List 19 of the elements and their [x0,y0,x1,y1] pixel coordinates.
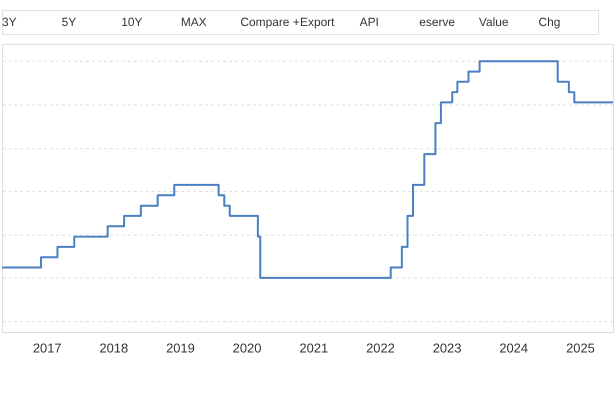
x-tick-label: 2024 [499,340,528,356]
x-tick-label: 2025 [566,340,595,356]
text: Value [478,14,509,29]
text: eserve [419,14,456,29]
text: 10Y [121,14,142,29]
x-tick-label: 2021 [299,340,328,356]
text: MAX [180,14,207,29]
x-tick-label: 2017 [32,340,62,356]
x-tick-label: 2019 [166,340,195,356]
x-tick-label: 2022 [366,340,395,356]
text: API [360,14,379,29]
text: Export [300,14,336,29]
x-tick-label: 2018 [99,340,128,356]
text: 5Y [62,14,76,29]
text: Chg [538,14,560,29]
text: 3Y [2,14,17,29]
text: Compare + [240,14,300,29]
x-tick-label: 2023 [432,340,462,356]
x-tick-label: 2020 [232,340,262,356]
